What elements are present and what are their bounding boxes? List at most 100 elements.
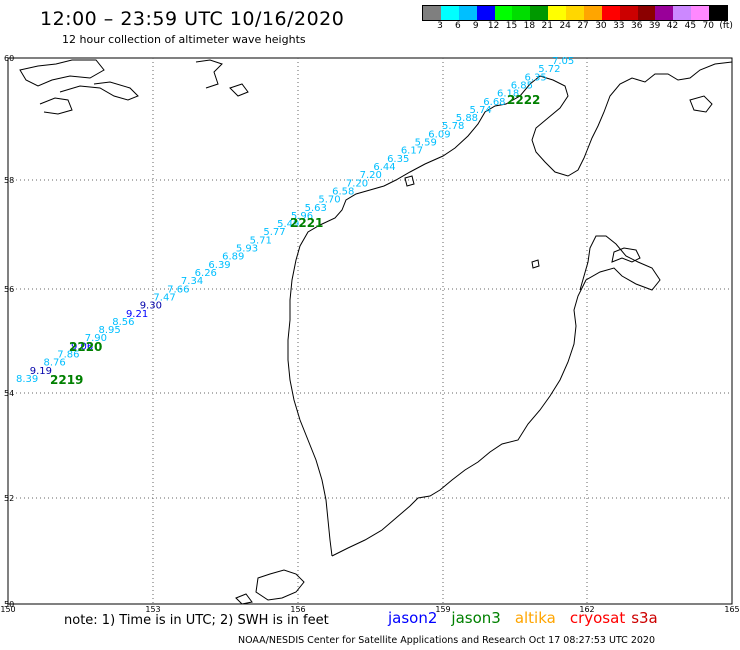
wave-height-value: 7.05 — [552, 56, 574, 67]
legend-label: 27 — [577, 21, 589, 31]
map-subtitle: 12 hour collection of altimeter wave hei… — [62, 33, 306, 46]
legend-label: 12 — [487, 21, 500, 31]
lat-tick-label: 54 — [4, 389, 14, 398]
lat-tick-label: 60 — [4, 54, 14, 63]
lon-tick-label: 165 — [724, 605, 739, 614]
wave-height-value: 5.96 — [291, 211, 313, 222]
coastline — [19, 59, 733, 605]
legend-label: (ft) — [719, 21, 733, 31]
color-scale-legend — [422, 5, 728, 21]
legend-swatch — [494, 6, 513, 20]
map-title: 12:00 – 23:59 UTC 10/16/2020 — [40, 8, 345, 30]
lon-tick-label: 150 — [0, 605, 15, 614]
wave-height-value: 6.58 — [332, 186, 354, 197]
wave-height-value: 6.26 — [195, 268, 217, 279]
wave-height-value: 6.68 — [483, 97, 505, 108]
wave-height-value: 6.85 — [511, 80, 533, 91]
legend-swatch — [548, 6, 566, 20]
wave-height-value: 7.66 — [167, 284, 189, 295]
wave-height-labels: 8.399.198.767.869.067.908.958.569.219.30… — [16, 56, 574, 385]
wave-height-value: 6.35 — [525, 72, 547, 83]
wave-height-value: 6.18 — [497, 89, 519, 100]
wave-height-value: 5.49 — [277, 219, 299, 230]
lat-tick-label: 52 — [4, 494, 14, 503]
legend-label: 36 — [630, 21, 643, 31]
wave-height-value: 7.47 — [153, 292, 175, 303]
wave-height-value: 5.93 — [236, 244, 258, 255]
pass-number: 2220 — [69, 340, 102, 354]
satellite-name: jason2 — [388, 609, 438, 627]
wave-height-value: 6.39 — [208, 260, 230, 271]
axis-tick-labels: 150 153 156 159 162 165 50 52 54 56 58 60 — [0, 54, 739, 614]
legend-swatch — [619, 6, 638, 20]
legend-label: 33 — [613, 21, 625, 31]
wave-height-value: 8.56 — [112, 317, 134, 328]
wave-height-value: 5.88 — [456, 113, 478, 124]
wave-height-value: 6.89 — [222, 252, 244, 263]
wave-height-value: 7.34 — [181, 276, 203, 287]
satellite-name: cryosat — [569, 609, 626, 627]
legend-swatch — [691, 6, 709, 20]
satellite-name: altika — [514, 609, 556, 627]
wave-height-value: 5.74 — [470, 105, 492, 116]
lon-tick-label: 162 — [579, 605, 594, 614]
pass-number: 2219 — [50, 373, 83, 387]
legend-label: 15 — [505, 21, 518, 31]
lon-tick-label: 159 — [435, 605, 450, 614]
legend-swatch — [423, 6, 441, 20]
wave-height-value: 5.59 — [415, 138, 437, 149]
legend-label: 30 — [595, 21, 607, 31]
color-scale-labels: 3 6 9 12 15 18 21 24 27 30 33 36 39 42 45 70 (ft) — [422, 21, 740, 35]
wave-height-value: 9.30 — [140, 301, 162, 312]
gridlines — [8, 58, 732, 604]
legend-label: 70 — [702, 21, 714, 31]
lat-tick-label: 50 — [4, 600, 14, 609]
legend-swatch — [458, 6, 477, 20]
wave-height-value: 7.86 — [57, 350, 79, 361]
lat-tick-label: 58 — [4, 176, 14, 185]
wave-height-value: 9.19 — [30, 366, 52, 377]
pass-number: 2222 — [507, 93, 540, 107]
lon-tick-label: 153 — [145, 605, 160, 614]
wave-height-value: 5.78 — [442, 121, 464, 132]
legend-swatch — [583, 6, 602, 20]
wave-height-value: 8.95 — [98, 325, 120, 336]
lon-tick-label: 156 — [290, 605, 305, 614]
pass-number: 2221 — [290, 216, 323, 230]
legend-swatch — [440, 6, 459, 20]
legend-label: 18 — [523, 21, 536, 31]
wave-height-value: 5.63 — [305, 203, 327, 214]
wave-height-value: 6.09 — [428, 129, 450, 140]
wave-height-value: 6.17 — [401, 146, 423, 157]
wave-height-value: 8.76 — [43, 358, 65, 369]
legend-label: 24 — [559, 21, 571, 31]
legend-label: 6 — [455, 21, 461, 31]
legend-swatch — [709, 6, 727, 20]
wave-height-value: 6.44 — [373, 162, 395, 173]
wave-height-value: 5.77 — [263, 227, 285, 238]
lat-tick-label: 56 — [4, 285, 14, 294]
wave-height-value: 9.21 — [126, 309, 148, 320]
legend-swatch — [637, 6, 656, 20]
legend-label: 3 — [437, 21, 443, 31]
wave-height-value: 9.06 — [71, 341, 93, 352]
legend-swatch — [476, 6, 495, 20]
legend-label: 45 — [684, 21, 697, 31]
wave-height-value: 7.20 — [360, 170, 382, 181]
legend-label: 42 — [666, 21, 679, 31]
wave-height-value: 8.39 — [16, 374, 38, 385]
legend-swatch — [655, 6, 674, 20]
wave-height-value: 6.35 — [387, 154, 409, 165]
wave-height-value: 7.90 — [85, 333, 107, 344]
satellite-name: s3a — [631, 609, 658, 627]
legend-swatch — [530, 6, 549, 20]
map-frame — [7, 57, 733, 605]
legend-swatch — [566, 6, 584, 20]
units-note: note: 1) Time is in UTC; 2) SWH is in fe… — [64, 613, 329, 628]
legend-label: 21 — [541, 21, 554, 31]
wave-height-value: 5.71 — [250, 235, 272, 246]
satellite-name: jason3 — [451, 609, 501, 627]
wave-height-value: 5.72 — [538, 64, 560, 75]
legend-label: 9 — [472, 21, 479, 31]
